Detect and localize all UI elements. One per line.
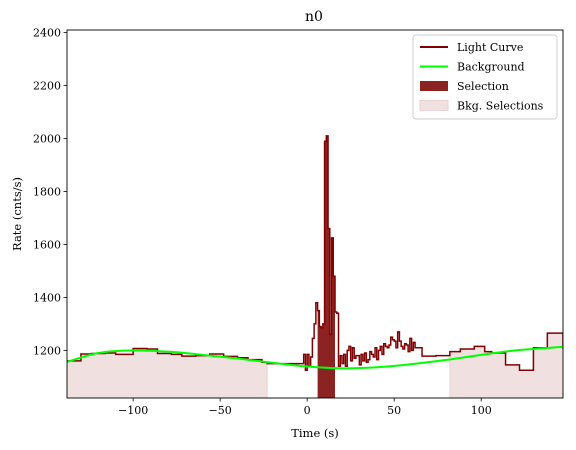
y-tick-label: 1600	[33, 238, 61, 251]
y-axis-label: Rate (cnts/s)	[10, 177, 24, 251]
background-model-line	[67, 345, 563, 370]
y-tick-label: 2200	[33, 80, 61, 93]
plot-area: −100 −50 0 50 100 1200 1400 1600 1800 2000 2200 240…	[33, 27, 564, 417]
legend-item-background: Background	[420, 61, 525, 74]
legend-swatch	[419, 100, 449, 111]
legend-item-selection: Selection	[420, 80, 509, 93]
y-tick-label: 1200	[33, 344, 61, 357]
x-tick-label: 100	[471, 404, 492, 417]
y-tick-label: 1400	[33, 291, 61, 304]
legend-label: Light Curve	[457, 41, 523, 54]
y-tick-label: 2000	[33, 133, 61, 146]
y-tick-label: 1800	[33, 185, 61, 198]
legend-label: Background	[457, 61, 525, 74]
legend-item-light-curve: Light Curve	[420, 41, 523, 54]
x-tick-label: 0	[304, 404, 311, 417]
legend-box	[412, 34, 558, 120]
x-axis-label: Time (s)	[291, 426, 339, 440]
selection-region	[317, 135, 336, 398]
legend-swatch	[420, 81, 448, 91]
x-tick-label: −100	[118, 404, 148, 417]
x-tick-label: −50	[209, 404, 232, 417]
background-model-layer	[67, 345, 563, 370]
selection-layer	[317, 135, 336, 398]
legend-item-bkg-selection: Bkg. Selections	[419, 100, 544, 113]
x-tick-label: 50	[387, 404, 401, 417]
chart-title-text: n0	[305, 9, 323, 25]
axes-frame	[66, 29, 564, 399]
legend-label: Bkg. Selections	[457, 100, 544, 113]
legend: Light Curve Background Selection Bkg. Selec…	[412, 34, 558, 120]
legend-label: Selection	[457, 80, 509, 93]
light-curve-line	[67, 135, 563, 371]
chart-title: n0	[305, 9, 323, 25]
ticks-layer: −100 −50 0 50 100 1200 1400 1600 1800 2000 2200 240…	[33, 27, 492, 417]
light-curve-layer	[67, 135, 563, 371]
y-tick-label: 2400	[33, 27, 61, 40]
bkg-selection-layer	[67, 332, 563, 398]
